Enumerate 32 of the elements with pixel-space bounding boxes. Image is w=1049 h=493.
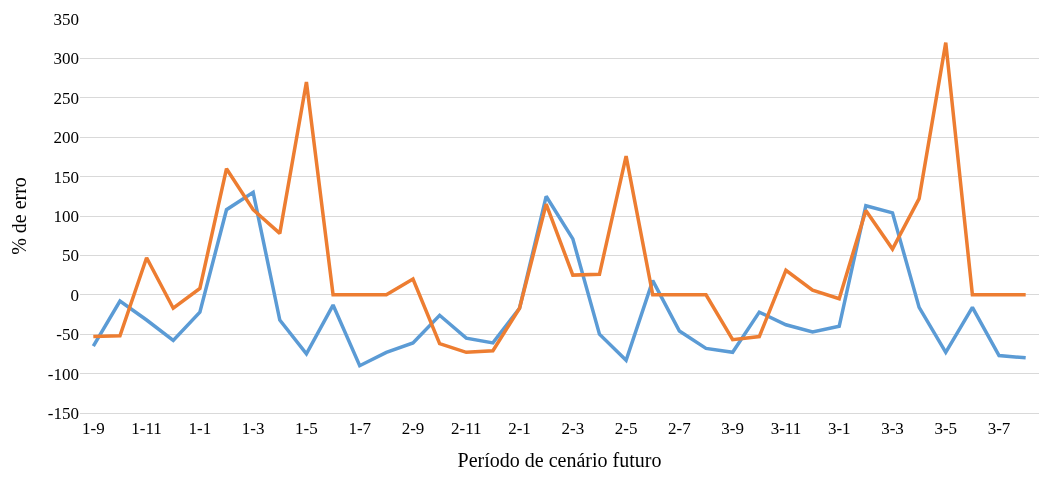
y-tick-label: -100 [47, 364, 79, 384]
x-tick-label: 3-5 [934, 419, 958, 439]
x-tick-label: 1-5 [295, 419, 318, 439]
y-tick-label: 0 [70, 285, 79, 305]
y-tick-label: 50 [62, 246, 79, 266]
x-tick-label: 1-11 [131, 419, 162, 439]
y-tick-label: 300 [53, 49, 79, 69]
y-axis-title: % de erro [8, 177, 31, 255]
x-tick-label: 2-7 [668, 419, 692, 439]
x-tick-label: 2-5 [614, 419, 638, 439]
x-tick-label: 3-1 [827, 419, 851, 439]
x-tick-label: 1-1 [188, 419, 212, 439]
x-axis-title: Período de cenário futuro [457, 448, 662, 471]
x-tick-label: 1-7 [348, 419, 372, 439]
line-series [91, 40, 1028, 355]
x-tick-label: 3-11 [770, 419, 802, 439]
x-tick-label: 1-3 [241, 419, 265, 439]
x-tick-label: 3-7 [987, 419, 1011, 439]
x-tick-label: 2-1 [508, 419, 531, 439]
y-tick-label: 200 [53, 128, 79, 148]
x-tick-label: 2-3 [561, 419, 585, 439]
x-tick-label: 3-9 [721, 419, 744, 439]
x-tick-label: 1-9 [81, 419, 105, 439]
y-tick-label: -150 [47, 403, 79, 423]
y-tick-label: 250 [53, 88, 79, 108]
x-tick-label: 2-11 [450, 419, 482, 439]
y-tick-label: -50 [56, 325, 79, 345]
y-tick-label: 100 [53, 206, 79, 226]
x-tick-label: 2-9 [401, 419, 425, 439]
y-tick-label: 150 [53, 167, 79, 187]
y-tick-label: 350 [53, 9, 79, 29]
x-tick-label: 3-3 [881, 419, 904, 439]
